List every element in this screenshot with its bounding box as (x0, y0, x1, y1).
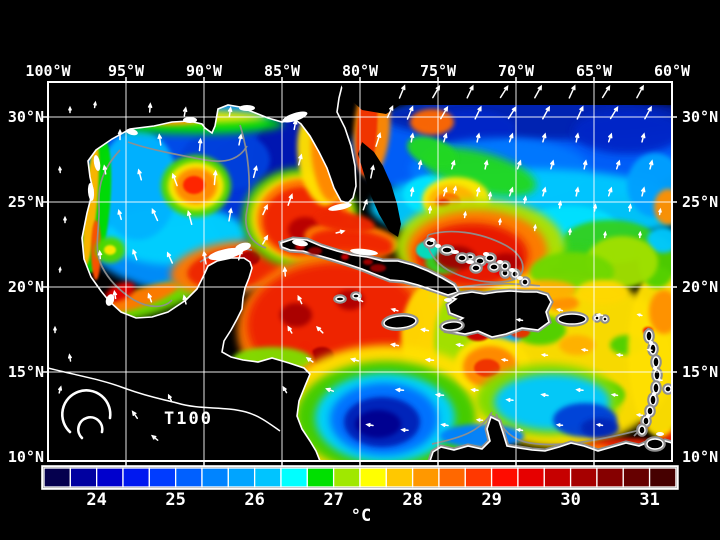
colorbar-tick-label: 28 (402, 490, 422, 510)
colorbar-segment (622, 467, 651, 488)
colorbar-segment (201, 467, 229, 488)
colorbar-tick-label: 29 (481, 490, 501, 510)
lon-label: 85°W (264, 62, 301, 80)
longitude-labels: 100°W 95°W 90°W 85°W 80°W 75°W 70°W 65°W 60°W (25, 62, 691, 80)
lat-label-right: 20°N (682, 278, 718, 296)
colorbar-segment (253, 467, 282, 488)
lat-label-right: 15°N (682, 363, 718, 381)
colorbar-segment (543, 467, 572, 488)
lon-label: 90°W (186, 62, 223, 80)
lon-label: 80°W (342, 62, 379, 80)
lat-label-right: 10°N (682, 448, 718, 466)
colorbar-tick-label: 25 (165, 490, 185, 510)
cyclone-swirl-icon (77, 416, 104, 440)
shallow-bank-patches (87, 105, 664, 436)
colorbar-tick-label: 31 (639, 490, 659, 510)
field-label: T100 (164, 409, 213, 429)
colorbar-segment (569, 467, 598, 488)
colorbar-segment (359, 467, 387, 488)
colorbar-segment (96, 467, 124, 488)
lon-label: 60°W (654, 62, 691, 80)
lat-label-left: 25°N (8, 193, 44, 211)
lat-label-left: 10°N (8, 448, 44, 466)
colorbar-segment (227, 467, 256, 488)
colorbar-segment (332, 467, 361, 488)
colorbar-segment (517, 467, 545, 488)
cyclone-swirl-icon (60, 389, 112, 434)
lon-label: 65°W (576, 62, 613, 80)
temperature-colorbar: 24 25 26 27 28 29 30 31 °C (41, 465, 679, 526)
colorbar-tick-label: 27 (323, 490, 343, 510)
graticule-grid (48, 82, 672, 461)
lon-label: 100°W (25, 62, 71, 80)
colorbar-segment (411, 467, 440, 488)
current-vector-arrows (53, 84, 663, 441)
colorbar-tick-label: 24 (86, 490, 106, 510)
colorbar-segment (596, 467, 624, 488)
colorbar-unit-label: °C (351, 506, 371, 526)
colorbar-tick-label: 30 (560, 490, 580, 510)
colorbar-segment (148, 467, 177, 488)
lon-label: 70°W (498, 62, 535, 80)
colorbar-segment (280, 467, 308, 488)
lon-label: 75°W (420, 62, 457, 80)
lat-label-right: 30°N (682, 108, 718, 126)
colorbar-segment (43, 467, 71, 488)
lat-label-left: 20°N (8, 278, 44, 296)
colorbar-segment (174, 467, 203, 488)
lat-label-right: 25°N (682, 193, 718, 211)
colorbar-tick-label: 26 (244, 490, 264, 510)
land-masses (48, 82, 672, 461)
lat-label-left: 15°N (8, 363, 44, 381)
lon-label: 95°W (108, 62, 145, 80)
colorbar-segment (306, 467, 335, 488)
colorbar-segment (490, 467, 519, 488)
latitude-labels: 30°N 30°N 25°N 25°N 20°N 20°N 15°N 15°N 10°N 10°N (8, 108, 718, 466)
lat-label-left: 30°N (8, 108, 44, 126)
colorbar-segment (648, 467, 677, 488)
colorbar-segment (464, 467, 493, 488)
map-frame (43, 77, 677, 466)
colorbar-segment (438, 467, 466, 488)
colorbar-segment (385, 467, 414, 488)
colorbar-segment (69, 467, 98, 488)
colorbar-segment (122, 467, 150, 488)
